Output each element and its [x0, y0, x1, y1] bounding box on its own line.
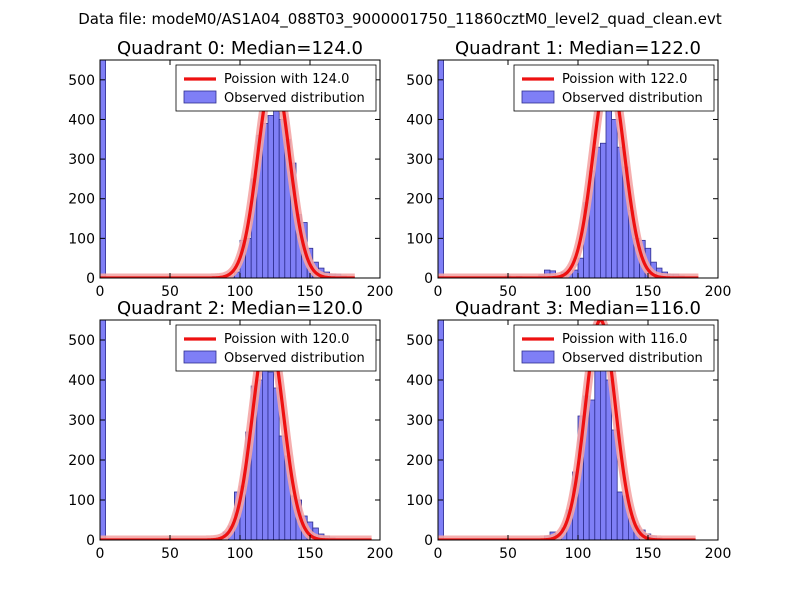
x-tick-label: 200 [705, 284, 732, 300]
x-tick-label: 100 [227, 284, 254, 300]
poisson-curve [438, 320, 697, 540]
histogram-bar [616, 491, 624, 540]
x-tick-label: 150 [297, 284, 324, 300]
x-tick-label: 200 [367, 284, 394, 300]
panel-title: Quadrant 1: Median=122.0 [455, 38, 701, 59]
poisson-curve-group [438, 65, 703, 278]
histogram-bar [594, 355, 601, 540]
x-tick-label: 0 [434, 546, 443, 562]
quadrant-panel-0: 0 50 100 150 200 0 100 200 300 400 500 Quadrant 0: … [68, 38, 393, 300]
histogram-bar [600, 142, 607, 278]
histogram-bar [267, 115, 274, 278]
y-tick-label: 500 [406, 73, 433, 89]
legend-observed-swatch [521, 90, 555, 104]
histogram-bar [100, 60, 106, 278]
x-tick-label: 100 [565, 284, 592, 300]
poisson-curve-group [100, 67, 359, 278]
legend: Poission with 120.0 Observed distribution [175, 324, 377, 372]
legend: Poission with 116.0 Observed distribution [513, 324, 715, 372]
x-tick-label: 50 [161, 546, 179, 562]
y-tick-label: 0 [86, 533, 95, 549]
y-tick-label: 200 [406, 192, 433, 208]
legend: Poission with 122.0 Observed distribution [513, 64, 715, 112]
x-tick-label: 200 [705, 546, 732, 562]
x-tick-label: 0 [434, 284, 443, 300]
histogram-bar [100, 320, 106, 540]
histogram-bar [611, 119, 618, 278]
legend-observed-label: Observed distribution [224, 351, 365, 366]
histogram-bar [267, 371, 274, 540]
y-tick-label: 100 [68, 493, 95, 509]
y-tick-label: 100 [68, 231, 95, 247]
y-tick-label: 500 [68, 73, 95, 89]
y-tick-label: 200 [68, 192, 95, 208]
y-tick-label: 100 [406, 493, 433, 509]
quadrant-panel-2: 0 50 100 150 200 0 100 200 300 400 500 Quadrant 2: … [68, 298, 393, 562]
y-tick-label: 200 [406, 453, 433, 469]
y-tick-label: 500 [68, 333, 95, 349]
y-tick-label: 300 [406, 413, 433, 429]
x-tick-label: 0 [96, 284, 105, 300]
y-tick-label: 400 [406, 112, 433, 128]
legend-poisson-label: Poission with 124.0 [224, 72, 349, 87]
quadrant-panel-1: 0 50 100 150 200 0 100 200 300 400 500 Quadrant 1: … [406, 38, 731, 300]
panel-title: Quadrant 3: Median=116.0 [455, 298, 701, 319]
histogram-bar [600, 363, 607, 540]
histogram-bar [438, 60, 444, 278]
legend-poisson-label: Poission with 116.0 [562, 332, 687, 347]
panel-title: Quadrant 0: Median=124.0 [117, 38, 363, 59]
histogram-bar [605, 91, 612, 278]
y-tick-label: 400 [406, 373, 433, 389]
legend-observed-label: Observed distribution [224, 91, 365, 106]
y-tick-label: 400 [68, 112, 95, 128]
legend-observed-swatch [521, 350, 555, 364]
y-tick-label: 0 [424, 271, 433, 287]
x-tick-label: 100 [565, 546, 592, 562]
y-tick-label: 300 [68, 152, 95, 168]
y-tick-label: 200 [68, 453, 95, 469]
y-tick-label: 100 [406, 231, 433, 247]
quadrant-panel-3: 0 50 100 150 200 0 100 200 300 400 500 Quadrant 3: … [406, 298, 731, 562]
legend: Poission with 124.0 Observed distribution [175, 64, 377, 112]
poisson-curve [438, 68, 700, 278]
legend-observed-label: Observed distribution [562, 91, 703, 106]
panel-title: Quadrant 2: Median=120.0 [117, 298, 363, 319]
legend-observed-label: Observed distribution [562, 351, 703, 366]
x-tick-label: 100 [227, 546, 254, 562]
x-tick-label: 150 [635, 546, 662, 562]
y-tick-label: 300 [406, 152, 433, 168]
y-tick-label: 500 [406, 333, 433, 349]
histogram-bar [261, 363, 269, 540]
legend-poisson-label: Poission with 120.0 [224, 332, 349, 347]
x-tick-label: 50 [499, 546, 517, 562]
x-tick-label: 50 [161, 284, 179, 300]
y-tick-label: 0 [424, 533, 433, 549]
histogram-bars [100, 320, 342, 540]
x-tick-label: 50 [499, 284, 517, 300]
histogram-bar [438, 320, 444, 540]
histogram-bar [273, 387, 280, 540]
histogram-bar [588, 399, 596, 540]
x-tick-label: 150 [635, 284, 662, 300]
y-tick-label: 0 [86, 271, 95, 287]
figure-suptitle: Data file: modeM0/AS1A04_088T03_90000017… [78, 10, 722, 29]
legend-observed-swatch [183, 350, 217, 364]
histogram-bar [273, 99, 280, 278]
poisson-curve-group [438, 320, 700, 540]
legend-poisson-label: Poission with 122.0 [562, 72, 687, 87]
x-tick-label: 200 [367, 546, 394, 562]
y-tick-label: 400 [68, 373, 95, 389]
legend-observed-swatch [183, 90, 217, 104]
poisson-curve [100, 70, 356, 278]
x-tick-label: 150 [297, 546, 324, 562]
x-tick-label: 0 [96, 546, 105, 562]
y-tick-label: 300 [68, 413, 95, 429]
